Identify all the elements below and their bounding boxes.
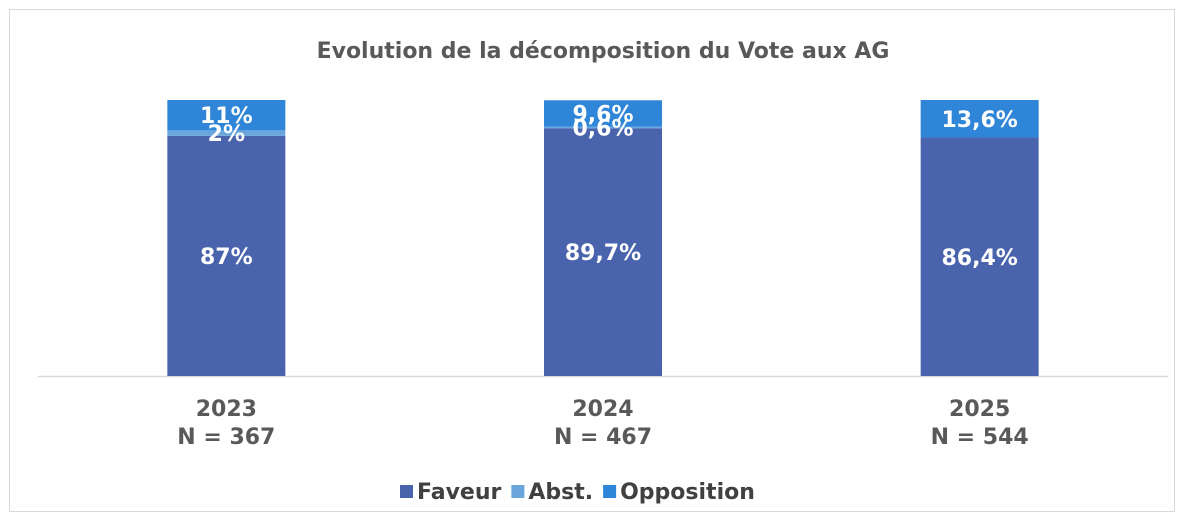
- data-label: 86,4%: [942, 246, 1018, 271]
- data-label: 11%: [200, 104, 253, 129]
- bar-segment: [167, 100, 286, 131]
- x-tick-sublabel: N = 467: [554, 425, 652, 450]
- bar-segment: [167, 135, 286, 376]
- legend-swatch: [400, 485, 413, 498]
- legend-swatch: [511, 485, 525, 498]
- data-label: 87%: [200, 245, 253, 270]
- data-label: 2%: [208, 122, 245, 147]
- data-label: 9,6%: [572, 103, 633, 128]
- legend-label: Faveur: [417, 480, 502, 505]
- bar-segment: [920, 137, 1039, 376]
- legend-label: Abst.: [528, 480, 593, 505]
- x-tick-label: 2023: [196, 397, 257, 422]
- x-tick-label: 2025: [949, 397, 1010, 422]
- x-tick-label: 2024: [572, 397, 633, 422]
- data-label: 13,6%: [942, 108, 1018, 133]
- data-label: 89,7%: [565, 241, 641, 266]
- x-tick-sublabel: N = 367: [177, 425, 275, 450]
- legend-swatch: [603, 485, 617, 498]
- chart-title: Evolution de la décomposition du Vote au…: [317, 39, 890, 64]
- legend-label: Opposition: [620, 480, 755, 505]
- bar-segment: [167, 130, 286, 136]
- bar-segment: [544, 128, 662, 376]
- data-label: 0,6%: [572, 117, 633, 142]
- x-tick-sublabel: N = 544: [931, 425, 1029, 450]
- bar-segment: [544, 100, 662, 127]
- bar-segment: [920, 100, 1039, 138]
- bar-segment: [544, 126, 662, 129]
